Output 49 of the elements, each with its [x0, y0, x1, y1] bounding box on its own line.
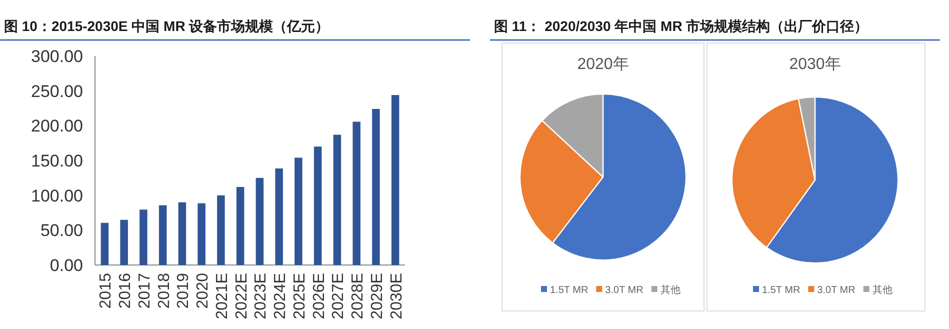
bar	[352, 122, 360, 265]
bar	[333, 134, 342, 265]
bar	[158, 205, 167, 265]
chart-title: 2030年	[789, 56, 841, 73]
chart-title: 图 11： 2020/2030 年中国 MR 市场规模结构（出厂价口径）	[494, 18, 868, 34]
legend-label: 3.0T MR	[605, 285, 644, 296]
x-tick-label: 2015	[98, 272, 115, 309]
y-tick-label: 150.00	[31, 152, 83, 170]
bar	[236, 186, 244, 265]
legend-label: 其他	[872, 284, 892, 296]
chart-title: 图 10：2015-2030E 中国 MR 设备市场规模（亿元）	[4, 18, 330, 34]
x-tick-label: 2018	[156, 272, 173, 309]
x-tick-label: 2030E	[388, 273, 406, 320]
y-tick-label: 100.00	[31, 186, 83, 206]
x-tick-label: 2029E	[368, 273, 386, 320]
x-tick-label: 2020	[194, 272, 212, 309]
bar	[294, 158, 302, 265]
y-tick-label: 0.00	[50, 256, 83, 275]
bar	[178, 202, 186, 265]
bar	[120, 220, 128, 265]
bar	[217, 195, 225, 265]
legend-label: 1.5T MR	[762, 285, 800, 296]
x-tick-label: 2021E	[214, 273, 231, 320]
bar	[314, 146, 322, 265]
x-tick-label: 2027E	[330, 273, 348, 320]
x-tick-label: 2028E	[350, 273, 367, 320]
x-tick-label: 2022E	[233, 273, 250, 320]
x-tick-label: 2016	[117, 272, 134, 309]
legend-label: 3.0T MR	[817, 285, 856, 296]
bar	[391, 95, 400, 265]
chart-subtitle: 2020年	[577, 56, 629, 73]
bar	[100, 222, 109, 265]
bar	[275, 168, 283, 265]
y-tick-label: 300.00	[31, 47, 83, 66]
x-tick-label: 2025E	[291, 273, 308, 320]
legend-label: 1.5T MR	[550, 285, 588, 296]
bar	[372, 108, 380, 265]
x-tick-label: 2026E	[310, 273, 328, 320]
x-tick-label: 2023E	[252, 273, 270, 320]
y-tick-label: 250.00	[31, 82, 83, 101]
x-tick-label: 2017	[136, 272, 154, 309]
y-tick-label: 200.00	[31, 116, 83, 136]
legend-label: 其他	[660, 284, 680, 296]
bar	[198, 203, 206, 265]
x-tick-label: 2019	[175, 272, 192, 309]
bar	[256, 178, 264, 265]
x-tick-label: 2024E	[272, 273, 290, 320]
bar	[140, 210, 148, 265]
y-tick-label: 50.00	[40, 221, 83, 240]
